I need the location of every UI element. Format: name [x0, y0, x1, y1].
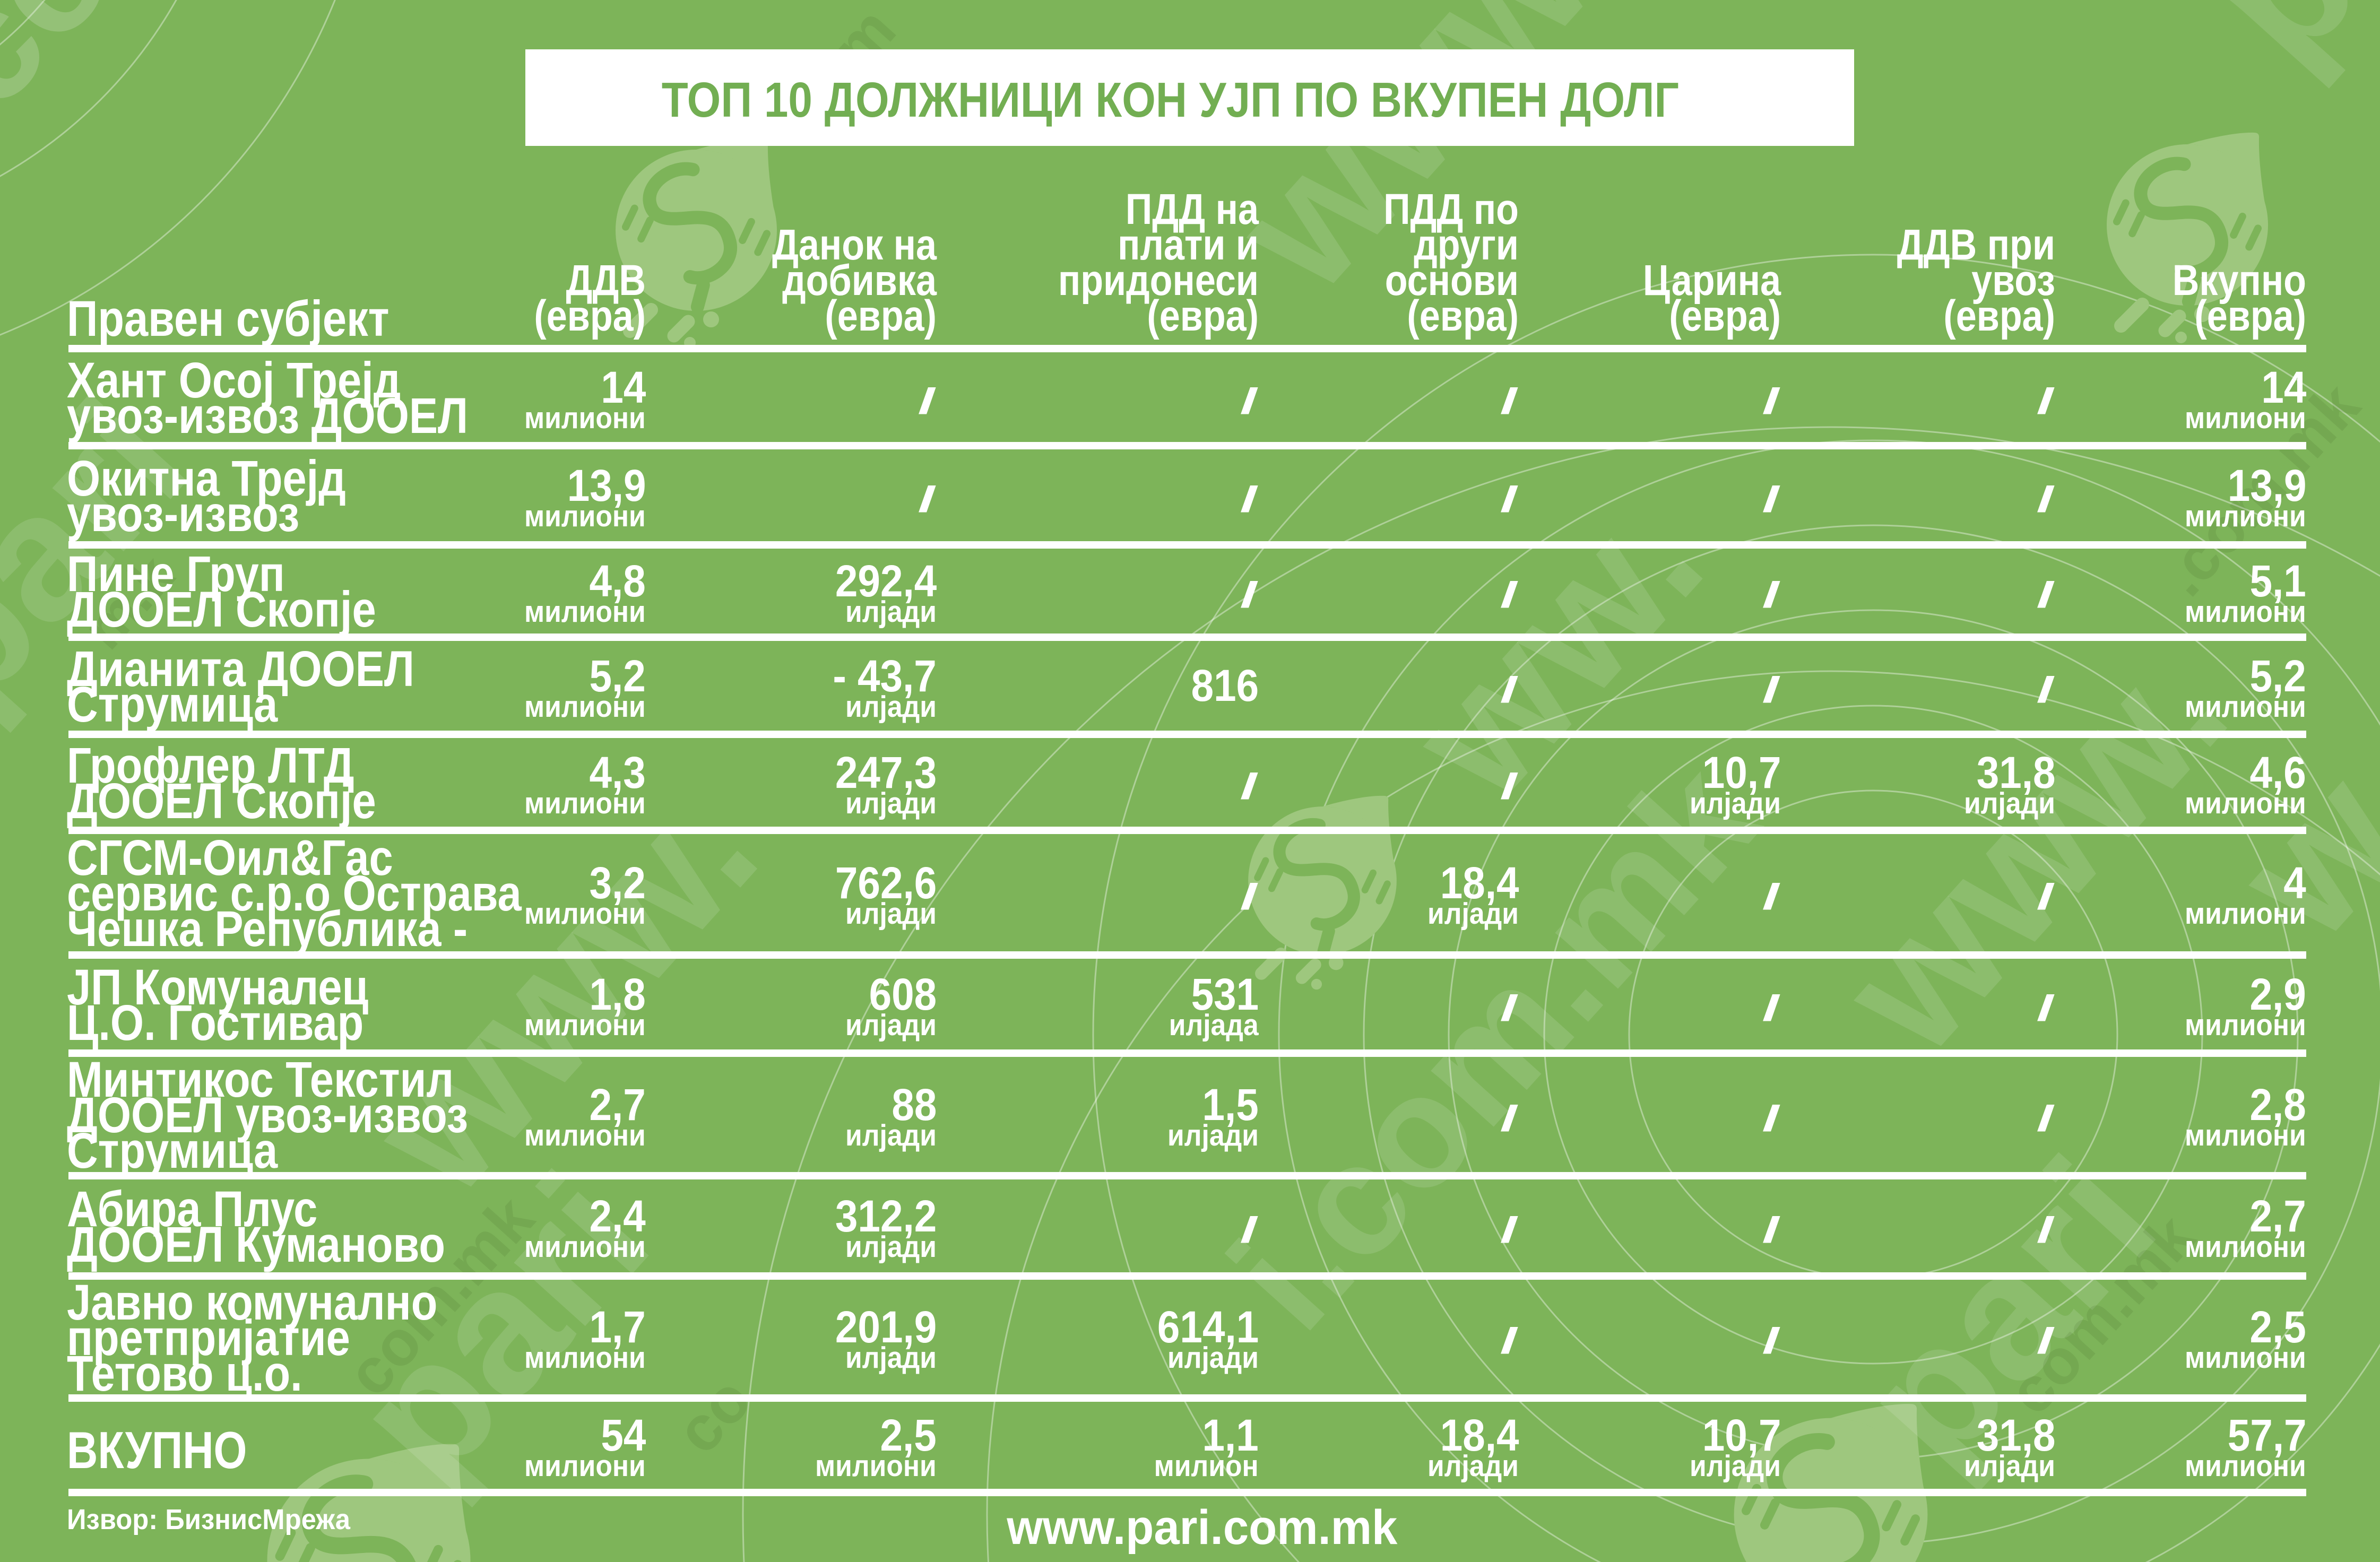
svg-text:и.со: и.со: [0, 0, 145, 245]
svg-text:p: p: [2171, 0, 2380, 99]
